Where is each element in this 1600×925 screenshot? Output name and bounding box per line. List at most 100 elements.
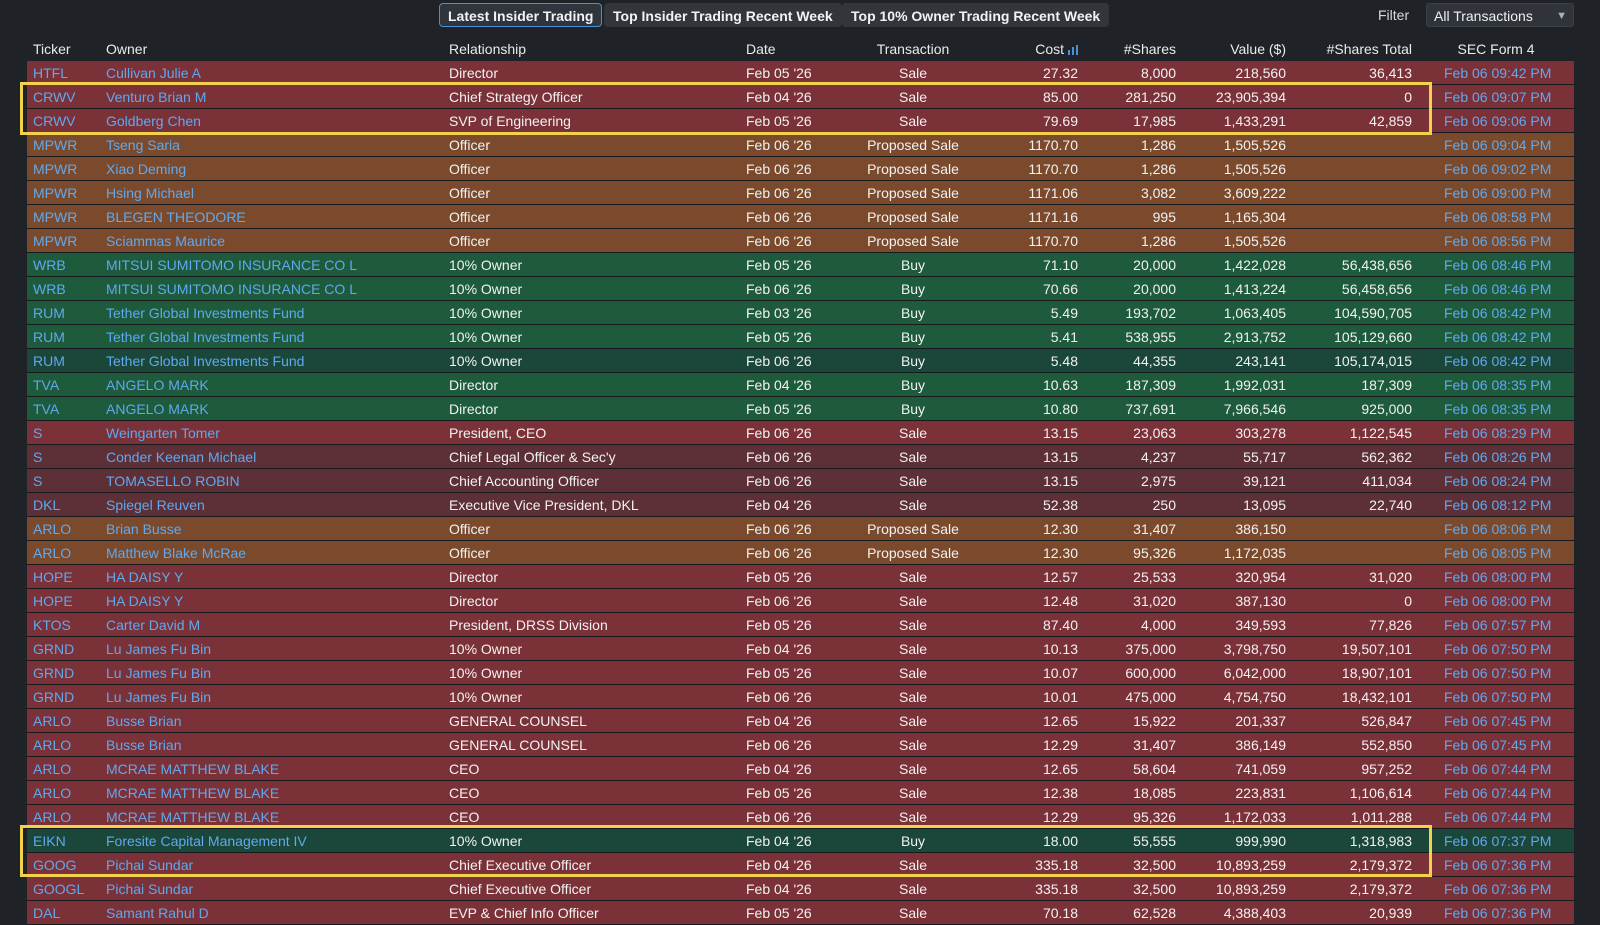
sec-form-4-cell[interactable]: Feb 06 07:44 PM <box>1418 804 1574 829</box>
table-row[interactable]: ARLO Brian Busse Officer Feb 06 '26 Proposed… <box>27 516 1574 541</box>
owner-cell[interactable]: Tether Global Investments Fund <box>100 300 443 325</box>
owner-cell[interactable]: Lu James Fu Bin <box>100 684 443 709</box>
owner-cell[interactable]: Pichai Sundar <box>100 852 443 877</box>
ticker-cell[interactable]: ARLO <box>27 516 100 541</box>
owner-cell[interactable]: MCRAE MATTHEW BLAKE <box>100 780 443 805</box>
column-header-date[interactable]: Date <box>746 41 776 57</box>
ticker-cell[interactable]: S <box>27 468 100 493</box>
sec-form-4-cell[interactable]: Feb 06 08:00 PM <box>1418 564 1574 589</box>
sec-form-4-cell[interactable]: Feb 06 07:44 PM <box>1418 780 1574 805</box>
sec-form-4-cell[interactable]: Feb 06 08:58 PM <box>1418 204 1574 229</box>
ticker-cell[interactable]: ARLO <box>27 708 100 733</box>
table-row[interactable]: HOPE HA DAISY Y Director Feb 06 '26 Sale 12.4… <box>27 588 1574 613</box>
ticker-cell[interactable]: RUM <box>27 348 100 373</box>
ticker-cell[interactable]: WRB <box>27 252 100 277</box>
sec-form-4-cell[interactable]: Feb 06 09:00 PM <box>1418 180 1574 205</box>
sec-form-4-cell[interactable]: Feb 06 08:42 PM <box>1418 348 1574 373</box>
table-row[interactable]: ARLO Busse Brian GENERAL COUNSEL Feb 04 '26… <box>27 708 1574 733</box>
sec-form-4-cell[interactable]: Feb 06 07:37 PM <box>1418 828 1574 853</box>
ticker-cell[interactable]: RUM <box>27 324 100 349</box>
sec-form-4-cell[interactable]: Feb 06 07:44 PM <box>1418 756 1574 781</box>
column-header-transaction[interactable]: Transaction <box>876 41 950 57</box>
owner-cell[interactable]: MCRAE MATTHEW BLAKE <box>100 804 443 829</box>
sec-form-4-cell[interactable]: Feb 06 08:29 PM <box>1418 420 1574 445</box>
owner-cell[interactable]: Busse Brian <box>100 708 443 733</box>
owner-cell[interactable]: Pichai Sundar <box>100 876 443 901</box>
table-row[interactable]: DKL Spiegel Reuven Executive Vice Presiden… <box>27 492 1574 517</box>
owner-cell[interactable]: Samant Rahul D <box>100 900 443 925</box>
ticker-cell[interactable]: MPWR <box>27 204 100 229</box>
ticker-cell[interactable]: WRB <box>27 276 100 301</box>
ticker-cell[interactable]: CRWV <box>27 108 100 133</box>
owner-cell[interactable]: Hsing Michael <box>100 180 443 205</box>
sec-form-4-cell[interactable]: Feb 06 09:04 PM <box>1418 132 1574 157</box>
table-row[interactable]: DAL Samant Rahul D EVP & Chief Info Office… <box>27 900 1574 925</box>
ticker-cell[interactable]: RUM <box>27 300 100 325</box>
sec-form-4-cell[interactable]: Feb 06 08:46 PM <box>1418 276 1574 301</box>
sec-form-4-cell[interactable]: Feb 06 08:05 PM <box>1418 540 1574 565</box>
sec-form-4-cell[interactable]: Feb 06 07:45 PM <box>1418 708 1574 733</box>
column-header-shares-total[interactable]: #Shares Total <box>1326 41 1412 57</box>
ticker-cell[interactable]: S <box>27 420 100 445</box>
table-row[interactable]: MPWR Xiao Deming Officer Feb 06 '26 Proposed… <box>27 156 1574 181</box>
sec-form-4-cell[interactable]: Feb 06 07:57 PM <box>1418 612 1574 637</box>
owner-cell[interactable]: MITSUI SUMITOMO INSURANCE CO L <box>100 276 443 301</box>
ticker-cell[interactable]: DKL <box>27 492 100 517</box>
column-header-relationship[interactable]: Relationship <box>449 41 527 57</box>
owner-cell[interactable]: ANGELO MARK <box>100 372 443 397</box>
table-row[interactable]: MPWR Sciammas Maurice Officer Feb 06 '26 Pro… <box>27 228 1574 253</box>
ticker-cell[interactable]: HOPE <box>27 588 100 613</box>
column-header-cost[interactable]: Cost <box>978 37 1084 61</box>
sec-form-4-cell[interactable]: Feb 06 07:36 PM <box>1418 900 1574 925</box>
table-row[interactable]: CRWV Goldberg Chen SVP of Engineering Feb 0… <box>27 108 1574 133</box>
table-row[interactable]: GRND Lu James Fu Bin 10% Owner Feb 04 '26 Sa… <box>27 636 1574 661</box>
table-row[interactable]: MPWR BLEGEN THEODORE Officer Feb 06 '26 Prop… <box>27 204 1574 229</box>
sec-form-4-cell[interactable]: Feb 06 08:35 PM <box>1418 396 1574 421</box>
ticker-cell[interactable]: GRND <box>27 684 100 709</box>
table-row[interactable]: TVA ANGELO MARK Director Feb 04 '26 Buy 10.63… <box>27 372 1574 397</box>
owner-cell[interactable]: Tseng Saria <box>100 132 443 157</box>
table-row[interactable]: RUM Tether Global Investments Fund 10% Own… <box>27 300 1574 325</box>
table-row[interactable]: KTOS Carter David M President, DRSS Divisi… <box>27 612 1574 637</box>
ticker-cell[interactable]: GOOGL <box>27 876 100 901</box>
column-header-value[interactable]: Value ($) <box>1230 41 1286 57</box>
ticker-cell[interactable]: EIKN <box>27 828 100 853</box>
ticker-cell[interactable]: ARLO <box>27 732 100 757</box>
owner-cell[interactable]: Conder Keenan Michael <box>100 444 443 469</box>
sec-form-4-cell[interactable]: Feb 06 08:12 PM <box>1418 492 1574 517</box>
sec-form-4-cell[interactable]: Feb 06 08:26 PM <box>1418 444 1574 469</box>
ticker-cell[interactable]: ARLO <box>27 804 100 829</box>
table-row[interactable]: HOPE HA DAISY Y Director Feb 05 '26 Sale 12.5… <box>27 564 1574 589</box>
table-row[interactable]: MPWR Hsing Michael Officer Feb 06 '26 Propos… <box>27 180 1574 205</box>
table-row[interactable]: MPWR Tseng Saria Officer Feb 06 '26 Proposed… <box>27 132 1574 157</box>
column-header-ticker[interactable]: Ticker <box>33 41 71 57</box>
sec-form-4-cell[interactable]: Feb 06 08:56 PM <box>1418 228 1574 253</box>
table-row[interactable]: CRWV Venturo Brian M Chief Strategy Office… <box>27 84 1574 109</box>
sec-form-4-cell[interactable]: Feb 06 09:06 PM <box>1418 108 1574 133</box>
table-row[interactable]: WRB MITSUI SUMITOMO INSURANCE CO L 10% Own… <box>27 276 1574 301</box>
column-header-sec-form-4[interactable]: SEC Form 4 <box>1457 41 1535 57</box>
table-row[interactable]: ARLO Matthew Blake McRae Officer Feb 06 '26… <box>27 540 1574 565</box>
sec-form-4-cell[interactable]: Feb 06 08:35 PM <box>1418 372 1574 397</box>
sec-form-4-cell[interactable]: Feb 06 09:42 PM <box>1418 61 1574 85</box>
owner-cell[interactable]: Xiao Deming <box>100 156 443 181</box>
table-row[interactable]: GRND Lu James Fu Bin 10% Owner Feb 05 '26 Sa… <box>27 660 1574 685</box>
table-row[interactable]: ARLO Busse Brian GENERAL COUNSEL Feb 06 '26… <box>27 732 1574 757</box>
ticker-cell[interactable]: TVA <box>27 396 100 421</box>
table-row[interactable]: ARLO MCRAE MATTHEW BLAKE CEO Feb 06 '26 Sale… <box>27 804 1574 829</box>
owner-cell[interactable]: Carter David M <box>100 612 443 637</box>
ticker-cell[interactable]: KTOS <box>27 612 100 637</box>
owner-cell[interactable]: TOMASELLO ROBIN <box>100 468 443 493</box>
owner-cell[interactable]: BLEGEN THEODORE <box>100 204 443 229</box>
ticker-cell[interactable]: MPWR <box>27 132 100 157</box>
sec-form-4-cell[interactable]: Feb 06 07:36 PM <box>1418 852 1574 877</box>
sec-form-4-cell[interactable]: Feb 06 09:02 PM <box>1418 156 1574 181</box>
ticker-cell[interactable]: GOOG <box>27 852 100 877</box>
sec-form-4-cell[interactable]: Feb 06 08:42 PM <box>1418 324 1574 349</box>
owner-cell[interactable]: Venturo Brian M <box>100 84 443 109</box>
owner-cell[interactable]: Tether Global Investments Fund <box>100 324 443 349</box>
ticker-cell[interactable]: DAL <box>27 900 100 925</box>
sec-form-4-cell[interactable]: Feb 06 07:45 PM <box>1418 732 1574 757</box>
table-row[interactable]: TVA ANGELO MARK Director Feb 05 '26 Buy 10.80… <box>27 396 1574 421</box>
ticker-cell[interactable]: GRND <box>27 636 100 661</box>
